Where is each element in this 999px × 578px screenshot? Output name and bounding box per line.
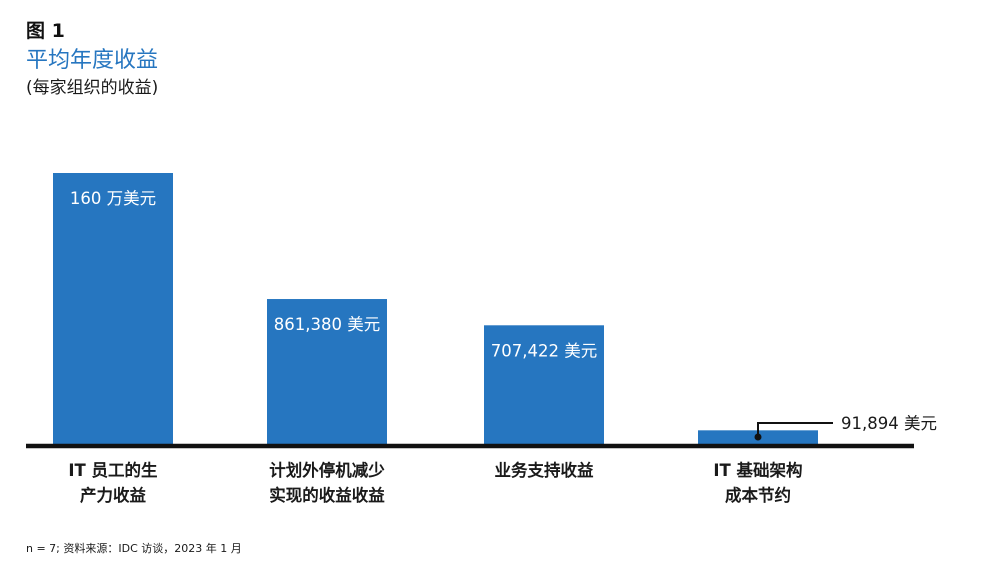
category-label-3: 业务支持收益: [495, 460, 595, 480]
data-label-4: 91,894 美元: [841, 414, 937, 433]
category-label-1: 产力收益: [80, 485, 147, 505]
category-label-2: 实现的收益收益: [269, 485, 385, 505]
figure-label: 图 1: [26, 20, 65, 42]
source-footnote: n = 7; 资料来源：IDC 访谈，2023 年 1 月: [26, 542, 242, 555]
chart-subtitle: (每家组织的收益): [26, 78, 159, 98]
bar-1: [53, 173, 173, 446]
category-label-1: IT 员工的生: [68, 460, 157, 480]
category-label-4: 成本节约: [725, 485, 791, 505]
chart-title: 平均年度收益: [26, 48, 159, 73]
category-label-2: 计划外停机减少: [269, 460, 385, 480]
callout-leader-line: [757, 422, 833, 437]
data-label-2: 861,380 美元: [274, 315, 380, 334]
bar-3: [484, 325, 604, 446]
category-label-4: IT 基础架构: [713, 460, 802, 480]
bar-2: [267, 299, 387, 446]
data-label-3: 707,422 美元: [491, 341, 597, 360]
data-label-1: 160 万美元: [70, 189, 156, 208]
